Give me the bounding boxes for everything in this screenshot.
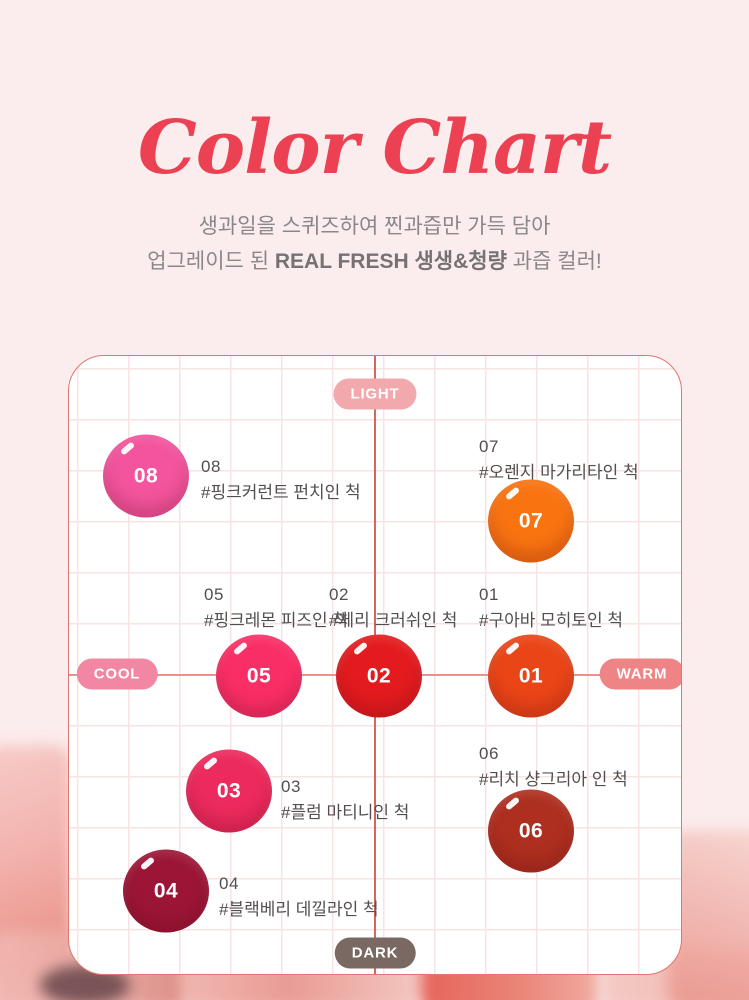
swatch-label-08: 08 #핑크커런트 펀치인 척	[201, 454, 361, 505]
color-swatch-02: 02	[336, 634, 422, 718]
swatch-number: 02	[366, 664, 392, 687]
axis-label-warm: WARM	[599, 658, 681, 690]
axis-label-cool: COOL	[76, 658, 158, 690]
color-swatch-04: 04	[123, 849, 209, 933]
chart-panel: LIGHT DARK COOL WARM 08 08 #핑크커런트 펀치인 척 07 0…	[68, 355, 682, 975]
subtitle2-suffix: 과즙 컬러!	[506, 250, 602, 273]
color-swatch-03: 03	[186, 749, 272, 833]
swatch-label-number: 07	[479, 437, 499, 456]
swatch-label-07: 07 #오렌지 마가리타인 척	[479, 434, 639, 485]
swatch-label-number: 02	[329, 585, 349, 604]
swatch-label-hashtag: #리치 샹그리아 인 척	[479, 769, 628, 789]
color-swatch-08: 08	[103, 434, 189, 518]
color-swatch-05: 05	[216, 634, 302, 718]
gloss-highlight-icon	[504, 796, 521, 811]
gloss-highlight-icon	[202, 756, 219, 771]
swatch-label-01: 01 #구아바 모히토인 척	[479, 582, 623, 633]
swatch-label-number: 06	[479, 744, 499, 763]
swatch-number: 07	[518, 509, 544, 532]
gloss-highlight-icon	[119, 441, 136, 456]
gloss-highlight-icon	[504, 486, 521, 501]
swatch-label-number: 04	[219, 874, 239, 893]
swatch-number: 04	[153, 879, 179, 902]
swatch-number: 06	[518, 819, 544, 842]
swatch-label-03: 03 #플럼 마티니인 척	[281, 774, 409, 825]
swatch-label-06: 06 #리치 샹그리아 인 척	[479, 741, 628, 792]
gloss-highlight-icon	[232, 641, 249, 656]
swatch-number: 05	[246, 664, 272, 687]
swatch-number: 03	[216, 779, 242, 802]
swatch-label-number: 03	[281, 777, 301, 796]
subtitle-line2: 업그레이드 된 REAL FRESH 생생&청량 과즙 컬러!	[0, 244, 749, 279]
swatch-label-hashtag: #오렌지 마가리타인 척	[479, 462, 639, 482]
swatch-label-02: 02 #체리 크러쉬인 척	[329, 582, 457, 633]
swatch-label-number: 05	[204, 585, 224, 604]
swatch-label-hashtag: #체리 크러쉬인 척	[329, 610, 458, 630]
subtitle2-bold: REAL FRESH 생생&청량	[274, 250, 507, 273]
header: Color Chart 생과일을 스퀴즈하여 찐과즙만 가득 담아 업그레이드 …	[0, 0, 749, 279]
color-swatch-06: 06	[488, 789, 574, 873]
swatch-label-number: 08	[201, 457, 221, 476]
color-swatch-01: 01	[488, 634, 574, 718]
swatch-label-hashtag: #구아바 모히토인 척	[479, 610, 624, 630]
color-swatch-07: 07	[488, 479, 574, 563]
gloss-highlight-icon	[139, 856, 156, 871]
subtitle2-prefix: 업그레이드 된	[147, 250, 275, 273]
swatch-label-hashtag: #플럼 마티니인 척	[281, 802, 410, 822]
swatch-label-04: 04 #블랙베리 데낄라인 척	[219, 871, 379, 922]
subtitle-line1: 생과일을 스퀴즈하여 찐과즙만 가득 담아	[198, 215, 551, 238]
gloss-highlight-icon	[352, 641, 369, 656]
product-photo-blur-left	[0, 745, 72, 1000]
page-title: Color Chart	[137, 105, 612, 191]
gloss-highlight-icon	[504, 641, 521, 656]
axis-label-dark: DARK	[334, 937, 416, 969]
swatch-label-hashtag: #핑크레몬 피즈인 척	[204, 610, 349, 630]
axis-label-light: LIGHT	[333, 378, 417, 410]
swatch-label-hashtag: #블랙베리 데낄라인 척	[219, 899, 379, 919]
swatch-label-number: 01	[479, 585, 499, 604]
swatch-number: 01	[518, 664, 544, 687]
swatch-label-hashtag: #핑크커런트 펀치인 척	[201, 482, 361, 502]
swatch-label-05: 05 #핑크레몬 피즈인 척	[204, 582, 348, 633]
swatch-number: 08	[133, 464, 159, 487]
